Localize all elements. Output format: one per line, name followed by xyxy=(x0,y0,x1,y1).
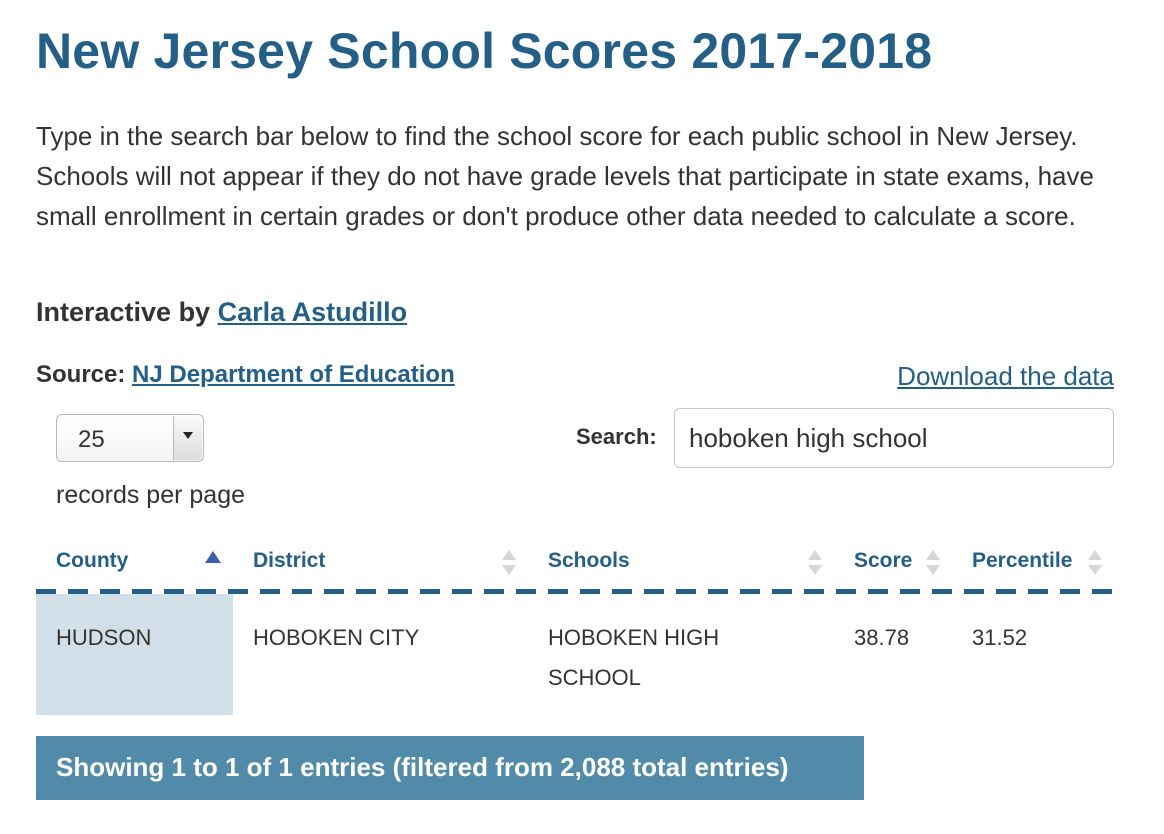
column-header-percentile[interactable]: Percentile xyxy=(972,549,1073,572)
column-header-county[interactable]: County xyxy=(56,549,129,572)
cell-county: HUDSON xyxy=(56,625,152,650)
cell-score: 38.78 xyxy=(854,625,910,650)
cell-school: HOBOKEN HIGH SCHOOL xyxy=(548,625,720,690)
chevron-down-icon xyxy=(173,416,202,460)
source-line: Source: NJ Department of Education xyxy=(36,361,455,389)
author-link[interactable]: Carla Astudillo xyxy=(217,297,408,327)
sorted-column-highlight xyxy=(36,594,233,715)
header-divider xyxy=(36,589,1114,594)
page-title: New Jersey School Scores 2017-2018 xyxy=(36,23,933,79)
sort-icon[interactable] xyxy=(1088,548,1102,578)
download-data-link[interactable]: Download the data xyxy=(897,361,1114,391)
search-input[interactable] xyxy=(674,408,1114,468)
source-link[interactable]: NJ Department of Education xyxy=(132,361,455,388)
sort-ascending-icon[interactable] xyxy=(205,551,221,563)
byline-prefix: Interactive by xyxy=(36,297,218,327)
records-per-page-label: records per page xyxy=(56,481,246,509)
sort-icon[interactable] xyxy=(926,548,940,578)
search-label: Search: xyxy=(576,424,657,449)
table-info-bar: Showing 1 to 1 of 1 entries (filtered fr… xyxy=(36,736,864,800)
intro-text: Type in the search bar below to find the… xyxy=(36,121,1094,231)
records-per-page-value: 25 xyxy=(78,426,105,453)
cell-percentile: 31.52 xyxy=(972,625,1028,650)
column-header-district[interactable]: District xyxy=(253,549,326,572)
source-label: Source: xyxy=(36,361,133,388)
table-info-text: Showing 1 to 1 of 1 entries (filtered fr… xyxy=(56,752,789,782)
byline: Interactive by Carla Astudillo xyxy=(36,297,407,328)
column-header-schools[interactable]: Schools xyxy=(548,549,630,572)
cell-district: HOBOKEN CITY xyxy=(253,625,420,650)
column-header-score[interactable]: Score xyxy=(854,549,913,572)
sort-icon[interactable] xyxy=(502,548,516,578)
records-per-page-select[interactable]: 25 xyxy=(56,414,204,462)
sort-icon[interactable] xyxy=(808,548,822,578)
